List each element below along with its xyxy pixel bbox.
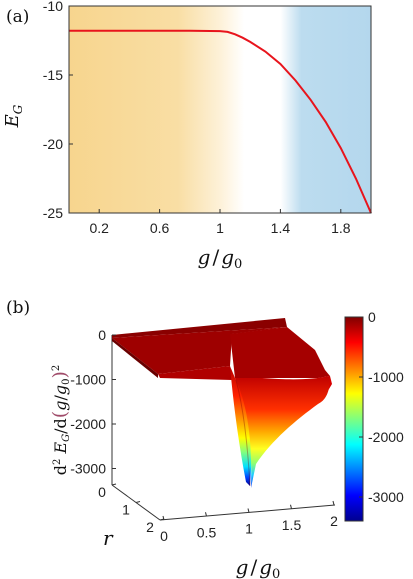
panel-a-x-ticks: 0.2 0.6 1 1.4 1.8 xyxy=(89,209,351,236)
x3d-tick-label: 2 xyxy=(330,513,338,529)
surface-well-seam xyxy=(235,379,251,487)
panel-b-label: (b) xyxy=(6,298,30,318)
r-tick-label: 2 xyxy=(146,519,154,535)
x3d-tick-mark xyxy=(290,504,292,509)
x-ticks-3d: 0 0.5 1 1.5 2 xyxy=(160,500,338,544)
panel-a-y-axis-label: EG xyxy=(2,104,25,128)
x-tick-label: 0.2 xyxy=(89,220,109,236)
surface-plateau-top xyxy=(112,318,287,338)
colorbar-tick-label: -1000 xyxy=(368,369,404,385)
series-line-0 xyxy=(69,29,372,214)
panel-a-background xyxy=(69,6,371,213)
colorbar-tick-label: -3000 xyxy=(368,489,404,505)
surface-plateau-edge xyxy=(112,338,158,378)
panel-a-x-axis-label: g / g0 xyxy=(198,245,243,272)
z-tick-label: 0 xyxy=(98,327,106,343)
surface-plateau-lip xyxy=(158,366,232,380)
colorbar-tick-label: 0 xyxy=(368,309,376,325)
x3d-tick-label: 0.5 xyxy=(197,524,217,540)
colorbar-tick-label: -2000 xyxy=(368,429,404,445)
panel-a-label: (a) xyxy=(6,7,29,27)
x-tick-label: 1 xyxy=(216,220,224,236)
x3d-tick-label: 0 xyxy=(160,528,168,544)
x3d-tick-mark xyxy=(332,500,335,506)
surface-plateau-front xyxy=(112,327,287,374)
panel-b-z-axis-label: d2 EG/d(g/g0)2 xyxy=(49,365,72,476)
colorbar xyxy=(344,316,364,522)
r-tick-mark xyxy=(135,501,141,503)
surface-ridge-top xyxy=(230,327,330,378)
y-tick-label: -20 xyxy=(43,136,63,152)
y-tick-label: -10 xyxy=(43,0,63,14)
r-tick-mark xyxy=(111,483,117,486)
r-tick-label: 0 xyxy=(98,484,106,500)
y-tick-label: -25 xyxy=(43,205,63,221)
panel-a-y-ticks: -10 -15 -20 -25 xyxy=(43,0,73,221)
surface-well-left-wall xyxy=(230,366,252,486)
panel-a-series xyxy=(69,29,372,214)
colorbar-ticks: 0 -1000 -2000 -3000 xyxy=(359,309,404,505)
x3d-tick-mark xyxy=(162,515,165,521)
panel-b-x-axis-label: g / g0 xyxy=(236,555,281,579)
x3d-tick-label: 1.5 xyxy=(282,517,302,533)
z-tick-label: -2000 xyxy=(70,416,106,432)
x3d-tick-label: 1 xyxy=(245,521,253,537)
z-ticks: 0 -1000 -2000 -3000 xyxy=(70,327,116,477)
x3d-tick-mark xyxy=(205,512,207,517)
surface-plot: 0-1000-2000-3000 012 0 0.5 1 1.5 2 xyxy=(70,318,338,544)
surface-well-right-wall xyxy=(235,376,330,488)
x-tick-label: 1.4 xyxy=(271,220,291,236)
y-tick-label: -15 xyxy=(43,67,63,83)
z-tick-label: -3000 xyxy=(70,461,106,477)
panel-b-r-axis-label: r xyxy=(103,526,114,550)
x-axis-line xyxy=(159,504,336,521)
x-tick-label: 1.8 xyxy=(331,220,351,236)
x3d-tick-mark xyxy=(247,508,250,513)
x-tick-label: 0.6 xyxy=(150,220,170,236)
r-tick-label: 1 xyxy=(122,502,130,518)
z-tick-label: -1000 xyxy=(70,372,106,388)
